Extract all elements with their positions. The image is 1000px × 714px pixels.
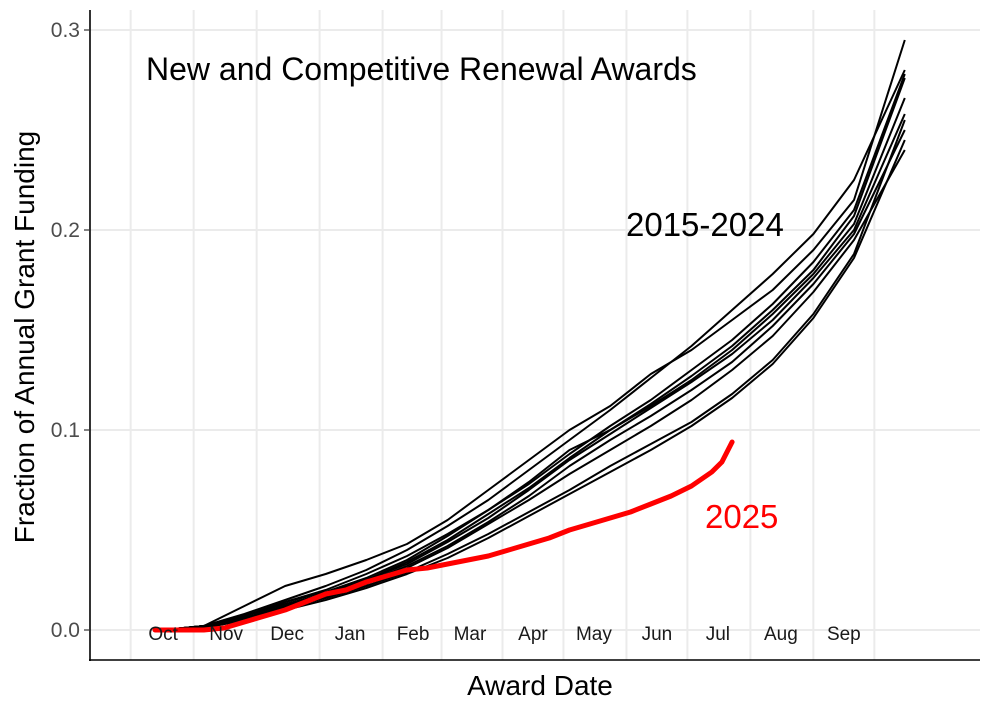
- historical-series-line-4: [163, 77, 906, 631]
- y-tick-labels: 0.0 0.1 0.2 0.3: [51, 19, 90, 642]
- y-tick-label: 0.2: [51, 219, 80, 242]
- x-tick-label: Dec: [270, 624, 304, 645]
- x-tick-labels: Oct Nov Dec Jan Feb Mar Apr May Jun Jul Aug Sep: [148, 624, 860, 645]
- plot-panel: [90, 10, 980, 660]
- x-tick-label: Oct: [148, 624, 178, 645]
- axes: [89, 10, 980, 661]
- x-axis-title: Award Date: [467, 670, 613, 701]
- current-series-group: [152, 439, 735, 633]
- x-tick-label: Jan: [335, 624, 366, 645]
- x-tick-label: Apr: [518, 624, 548, 645]
- historical-series-line-8: [163, 149, 906, 631]
- historical-series-line-5: [163, 97, 906, 631]
- y-axis-title: Fraction of Annual Grant Funding: [9, 131, 40, 543]
- historical-series-line-2: [163, 69, 906, 631]
- x-tick-label: Nov: [209, 624, 243, 645]
- y-tick-label: 0.1: [51, 419, 80, 442]
- x-tick-label: Jun: [642, 624, 673, 645]
- annotation-current: 2025: [705, 498, 778, 535]
- x-tick-label: Sep: [827, 624, 861, 645]
- y-tick-label: 0.3: [51, 19, 80, 42]
- x-tick-label: May: [576, 624, 612, 645]
- x-tick-label: Mar: [454, 624, 487, 645]
- annotation-historical: 2015-2024: [626, 206, 784, 243]
- grid-lines: [90, 10, 980, 660]
- x-tick-label: Jul: [706, 624, 730, 645]
- current-series-line: [152, 439, 735, 633]
- chart-title: New and Competitive Renewal Awards: [146, 51, 697, 87]
- y-tick-label: 0.0: [51, 619, 80, 642]
- historical-series-line-1: [163, 39, 906, 631]
- x-tick-label: Aug: [764, 624, 798, 645]
- x-tick-label: Feb: [397, 624, 430, 645]
